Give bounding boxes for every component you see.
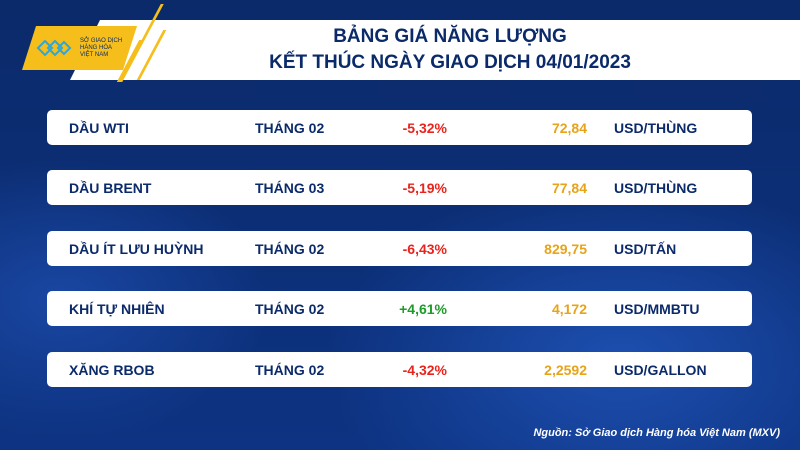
price-row: DẦU ÍT LƯU HUỲNH THÁNG 02 -6,43% 829,75 … xyxy=(47,231,752,266)
contract-month: THÁNG 03 xyxy=(255,180,325,196)
price: 2,2592 xyxy=(544,362,587,378)
change-percent: -4,32% xyxy=(402,362,447,378)
mxv-logo-mark-icon xyxy=(36,39,72,57)
price: 4,172 xyxy=(551,301,587,317)
unit: USD/GALLON xyxy=(614,362,707,378)
change-percent: -5,32% xyxy=(402,120,447,136)
price: 829,75 xyxy=(544,241,587,257)
price: 77,84 xyxy=(551,180,587,196)
unit: USD/THÙNG xyxy=(614,180,698,196)
logo-text: SỞ GIAO DỊCH HÀNG HÓA VIỆT NAM xyxy=(80,38,122,59)
contract-month: THÁNG 02 xyxy=(255,301,325,317)
title-line-2: KẾT THÚC NGÀY GIAO DỊCH 04/01/2023 xyxy=(269,52,631,73)
contract-month: THÁNG 02 xyxy=(255,241,325,257)
logo-line: SỞ GIAO DỊCH xyxy=(80,38,123,44)
change-percent: -6,43% xyxy=(402,241,447,257)
logo-line: HÀNG HÓA xyxy=(80,45,113,51)
commodity-name: XĂNG RBOB xyxy=(69,362,155,378)
title-line-1: BẢNG GIÁ NĂNG LƯỢNG xyxy=(333,26,567,47)
contract-month: THÁNG 02 xyxy=(255,120,325,136)
price-row: DẦU BRENT THÁNG 03 -5,19% 77,84 USD/THÙN… xyxy=(47,170,752,205)
page-title: BẢNG GIÁ NĂNG LƯỢNG KẾT THÚC NGÀY GIAO D… xyxy=(170,24,730,76)
unit: USD/THÙNG xyxy=(614,120,698,136)
unit: USD/MMBTU xyxy=(614,301,700,317)
title-band xyxy=(70,20,800,80)
mxv-logo xyxy=(22,26,137,70)
change-percent: -5,19% xyxy=(402,180,447,196)
contract-month: THÁNG 02 xyxy=(255,362,325,378)
price-row: KHÍ TỰ NHIÊN THÁNG 02 +4,61% 4,172 USD/M… xyxy=(47,291,752,326)
commodity-name: DẦU BRENT xyxy=(69,180,152,196)
commodity-name: DẦU WTI xyxy=(69,120,129,136)
price-row: DẦU WTI THÁNG 02 -5,32% 72,84 USD/THÙNG xyxy=(47,110,752,145)
commodity-name: DẦU ÍT LƯU HUỲNH xyxy=(69,241,204,257)
commodity-name: KHÍ TỰ NHIÊN xyxy=(69,301,165,317)
change-percent: +4,61% xyxy=(399,301,447,317)
source-note: Nguồn: Sở Giao dịch Hàng hóa Việt Nam (M… xyxy=(533,427,780,439)
logo-line: VIỆT NAM xyxy=(80,52,109,58)
price: 72,84 xyxy=(551,120,587,136)
unit: USD/TẤN xyxy=(614,241,677,257)
price-row: XĂNG RBOB THÁNG 02 -4,32% 2,2592 USD/GAL… xyxy=(47,352,752,387)
